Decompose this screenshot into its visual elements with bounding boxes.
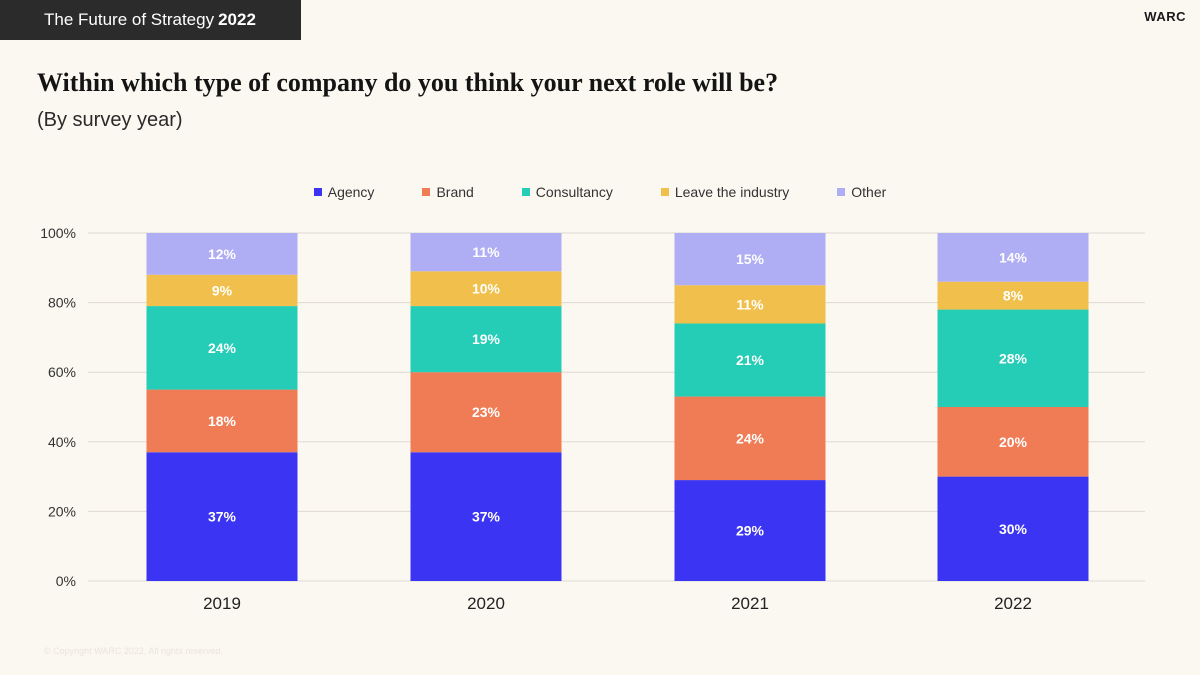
legend-item: Agency xyxy=(313,184,375,200)
y-tick-label: 60% xyxy=(48,364,76,380)
bar-segment-agency xyxy=(937,476,1089,581)
x-tick-label: 2021 xyxy=(731,594,769,613)
legend-swatch xyxy=(313,188,322,196)
x-tick-label: 2019 xyxy=(203,594,241,613)
bar-segment-consultancy xyxy=(937,309,1089,407)
bar-segment-other xyxy=(674,233,826,286)
data-label: 21% xyxy=(736,352,765,368)
data-label: 29% xyxy=(736,523,765,539)
bar-segment-other xyxy=(937,233,1089,282)
bar-segment-other xyxy=(146,233,298,275)
bar-segment-consultancy xyxy=(410,306,562,373)
bar-segment-agency xyxy=(146,452,298,581)
bar-segment-brand xyxy=(146,389,298,453)
legend-swatch xyxy=(521,188,530,196)
data-label: 12% xyxy=(208,246,237,262)
y-tick-label: 0% xyxy=(56,573,76,589)
brand-logo: WARC xyxy=(1144,9,1186,24)
bar-segment-leave-the-industry xyxy=(937,281,1089,310)
y-tick-label: 80% xyxy=(48,295,76,311)
report-title-tab: The Future of Strategy 2022 xyxy=(0,0,301,40)
bar-segment-brand xyxy=(937,407,1089,477)
data-label: 8% xyxy=(1003,288,1024,304)
bar-segment-leave-the-industry xyxy=(410,271,562,307)
data-label: 20% xyxy=(999,434,1028,450)
chart-title: Within which type of company do you thin… xyxy=(37,68,779,97)
bar-segment-brand xyxy=(410,372,562,453)
legend-label: Agency xyxy=(327,184,375,200)
report-year: 2022 xyxy=(218,10,256,29)
legend-label: Leave the industry xyxy=(674,184,790,200)
data-label: 18% xyxy=(208,413,237,429)
data-label: 28% xyxy=(999,350,1028,366)
data-label: 23% xyxy=(472,404,501,420)
data-label: 14% xyxy=(999,249,1028,265)
data-label: 30% xyxy=(999,521,1028,537)
bar-segment-agency xyxy=(674,480,826,581)
data-label: 24% xyxy=(208,340,237,356)
data-label: 15% xyxy=(736,251,765,267)
copyright-footnote: © Copyright WARC 2022. All rights reserv… xyxy=(44,646,223,656)
bar-segment-other xyxy=(410,233,562,272)
legend-label: Brand xyxy=(436,184,474,200)
legend-item: Brand xyxy=(422,184,474,200)
bar-segment-consultancy xyxy=(674,323,826,397)
y-tick-label: 100% xyxy=(40,225,76,241)
legend-item: Other xyxy=(837,184,886,200)
data-label: 37% xyxy=(472,509,501,525)
bar-segment-leave-the-industry xyxy=(146,274,298,307)
chart-subtitle: (By survey year) xyxy=(37,109,183,131)
bar-segment-consultancy xyxy=(146,306,298,390)
legend-label: Other xyxy=(851,184,887,200)
bar-segment-leave-the-industry xyxy=(674,285,826,324)
legend-item: Consultancy xyxy=(521,184,613,200)
y-tick-label: 40% xyxy=(48,434,76,450)
legend-swatch xyxy=(837,188,846,196)
chart-legend: Agency Brand Consultancy Leave the industry… xyxy=(0,184,1200,200)
bar-segment-brand xyxy=(674,396,826,481)
bar-segment-agency xyxy=(410,452,562,581)
x-tick-label: 2022 xyxy=(994,594,1032,613)
legend-item: Leave the industry xyxy=(660,184,790,200)
data-label: 24% xyxy=(736,430,765,446)
data-label: 37% xyxy=(208,509,237,525)
legend-swatch xyxy=(660,188,669,196)
data-label: 9% xyxy=(212,282,233,298)
data-label: 19% xyxy=(472,331,501,347)
y-tick-label: 20% xyxy=(48,503,76,519)
data-label: 10% xyxy=(472,281,501,297)
data-label: 11% xyxy=(736,296,764,312)
data-label: 11% xyxy=(472,244,500,260)
legend-swatch xyxy=(422,188,431,196)
legend-label: Consultancy xyxy=(535,184,613,200)
report-title: The Future of Strategy xyxy=(44,10,215,29)
x-tick-label: 2020 xyxy=(467,594,505,613)
